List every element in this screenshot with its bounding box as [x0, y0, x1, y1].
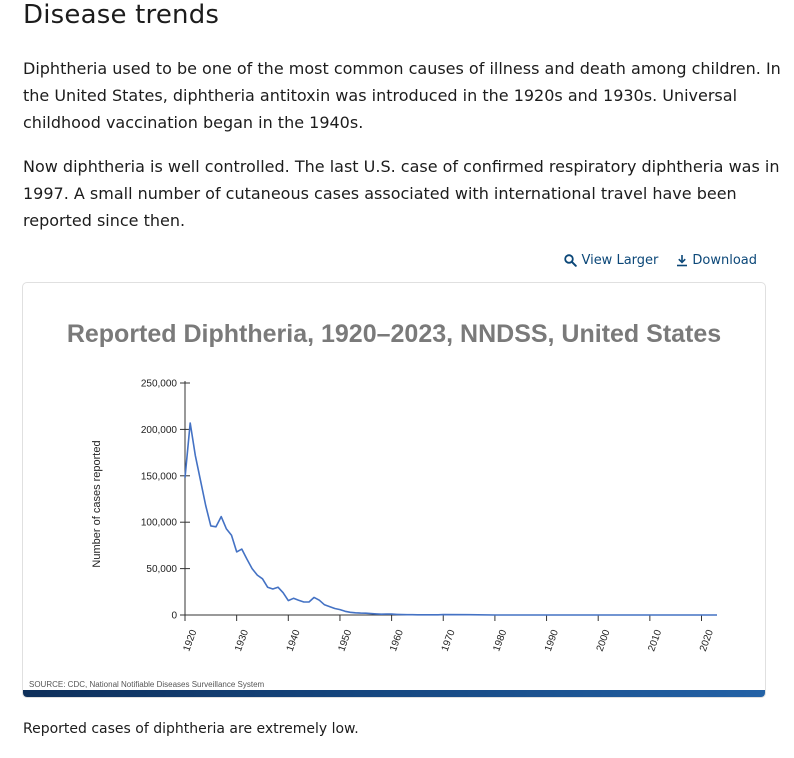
magnifier-icon — [564, 254, 578, 267]
download-label: Download — [692, 253, 757, 268]
source-note: SOURCE: CDC, National Notifiable Disease… — [29, 680, 265, 689]
y-tick-label: 50,000 — [146, 564, 177, 575]
x-tick-label: 1990 — [543, 628, 561, 653]
y-tick-label: 0 — [171, 611, 177, 622]
y-axis-label: Number of cases reported — [91, 440, 103, 567]
view-larger-link[interactable]: View Larger — [564, 253, 658, 268]
view-larger-label: View Larger — [581, 253, 659, 268]
diphtheria-chart: Reported Diphtheria, 1920–2023, NNDSS, U… — [29, 320, 721, 689]
x-tick-label: 1980 — [491, 628, 509, 653]
x-tick-label: 2010 — [646, 628, 664, 653]
x-axis: 1920 1930 1940 1950 1960 1970 1980 1990 2000 2010… — [181, 614, 717, 653]
x-tick-label: 1940 — [285, 628, 303, 653]
chart-card: Reported Diphtheria, 1920–2023, NNDSS, U… — [22, 282, 766, 698]
chart-caption: Reported cases of diphtheria are extreme… — [23, 721, 359, 737]
y-axis: 0 50,000 100,000 150,000 200,000 250,000 — [141, 379, 190, 622]
card-accent-bar — [23, 690, 765, 697]
x-tick-label: 1930 — [233, 628, 251, 653]
download-icon — [676, 254, 688, 267]
download-link[interactable]: Download — [676, 253, 757, 268]
x-tick-label: 1970 — [440, 628, 458, 653]
intro-paragraph: Diphtheria used to be one of the most co… — [23, 59, 781, 132]
series-group — [184, 422, 717, 616]
control-paragraph: Now diphtheria is well controlled. The l… — [23, 157, 780, 230]
chart-title: Reported Diphtheria, 1920–2023, NNDSS, U… — [67, 320, 721, 348]
y-tick-label: 200,000 — [141, 425, 178, 436]
x-tick-label: 2020 — [698, 628, 716, 653]
x-tick-label: 2000 — [595, 628, 613, 653]
chart-actions: View Larger Download — [564, 253, 757, 268]
x-tick-label: 1960 — [388, 628, 406, 653]
x-tick-label: 1920 — [181, 628, 199, 653]
y-tick-label: 100,000 — [141, 518, 178, 529]
x-tick-label: 1950 — [336, 628, 354, 653]
page-heading: Disease trends — [23, 0, 220, 30]
y-tick-label: 150,000 — [141, 471, 178, 482]
series-line — [184, 422, 717, 616]
y-tick-label: 250,000 — [141, 379, 178, 390]
